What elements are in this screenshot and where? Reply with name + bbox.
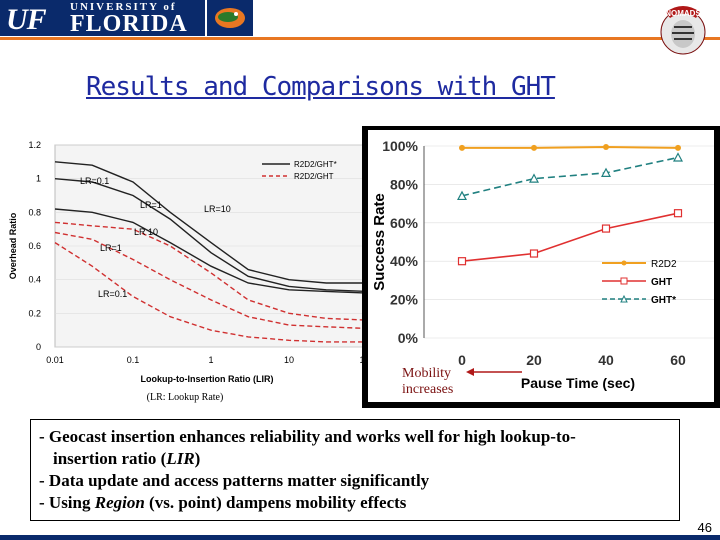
right-x-tick: 60 [670,352,686,368]
legend-r2d2-ght-star: R2D2/GHT* [294,160,337,169]
slide-title: Results and Comparisons with GHT [86,72,556,102]
right-y-tick: 0% [398,330,419,346]
right-series-line [461,212,679,262]
left-x-tick: 0.1 [127,355,140,365]
left-y-tick: 0.2 [28,308,41,318]
mobility-line1: Mobility [402,366,452,381]
bullet-3-em: Region [94,493,145,512]
mobility-line2: increases [402,382,454,397]
bullet-2: - Data update and access patterns matter… [39,471,430,490]
left-x-tick: 10 [284,355,294,365]
right-x-tick: 40 [598,352,614,368]
university-label: UNIVERSITY of [70,1,177,13]
right-y-axis-label: Success Rate [371,193,388,291]
right-point [457,257,467,266]
nomads-logo-icon: NOMADS [660,6,706,55]
left-series-line [54,178,368,293]
page-number: 46 [697,520,712,535]
right-point [529,173,539,183]
left-y-tick: 0.8 [28,207,41,217]
right-point [457,190,467,201]
gator-logo-icon [207,0,253,36]
header-rule [0,37,720,40]
left-series-line [54,208,368,294]
right-point [459,144,465,151]
right-series-line [461,156,679,197]
annotation-lr-10-mid: LR 10 [134,227,158,237]
left-series-line [54,242,367,343]
annotation-lr-1-mid: LR=1 [100,243,122,253]
right-point [601,167,611,177]
left-y-tick: 1 [36,174,41,184]
annotation-lr-1-top: LR=1 [140,200,162,210]
right-series-line [462,145,679,149]
overhead-ratio-chart: 00.20.40.60.811.20.010.1110100 R2D2/GHT*… [0,140,380,412]
left-y-tick: 0.6 [28,241,41,251]
legend-ght-star: GHT* [651,295,676,306]
nomads-label: NOMADS [665,9,701,18]
right-point [675,144,681,151]
right-x-tick: 20 [526,352,542,368]
mobility-annotation: Mobility increases [402,366,453,398]
florida-label: FLORIDA [70,11,188,37]
bullet-3: - Using Region (vs. point) dampens mobil… [39,492,671,514]
left-series-line [54,221,368,321]
right-x-axis-label: Pause Time (sec) [521,375,635,391]
right-point [531,144,537,151]
bullet-1-em: LIR [166,449,195,468]
right-point [603,143,609,150]
annotation-lr-0-1-top: LR=0.1 [80,176,109,186]
success-rate-chart: 0%20%40%60%80%100%0 20 40 60 R2D2 GHT GHT* … [362,126,720,408]
bullet-3-end: (vs. point) dampens mobility effects [144,493,407,512]
legend-r2d2-ght: R2D2/GHT [294,172,334,181]
uf-logo: UF UNIVERSITY of FLORIDA [0,0,205,37]
annotation-lr-10-top: LR=10 [204,204,231,214]
left-y-axis-label: Overhead Ratio [8,212,18,279]
left-y-tick: 1.2 [28,140,41,150]
left-series-line [54,231,368,330]
header-bar: UF UNIVERSITY of FLORIDA [0,0,720,40]
right-y-tick: 40% [390,253,419,269]
bullet-1-end: ) [194,449,201,468]
bullet-1-cont-text: insertion ratio ( [53,449,167,468]
legend-r2d2: R2D2 [651,259,677,270]
annotation-lr-0-1-bottom: LR=0.1 [98,289,127,299]
left-x-tick: 1 [208,355,213,365]
lr-note: (LR: Lookup Rate) [147,392,224,403]
right-y-tick: 100% [382,138,418,154]
right-point [673,152,683,162]
footer-rule [0,535,720,540]
uf-mark: UF [6,3,47,36]
bullet-3-prefix: - Using [39,493,95,512]
right-y-tick: 60% [390,215,419,231]
bullet-1-text: - Geocast insertion enhances reliability… [39,427,576,446]
bullet-1: - Geocast insertion enhances reliability… [39,426,671,448]
left-x-tick: 0.01 [46,355,64,365]
right-point [673,209,683,218]
right-x-tick: 0 [458,352,466,368]
summary-box: - Geocast insertion enhances reliability… [30,419,680,521]
left-series-line [54,161,367,284]
right-y-tick: 80% [390,176,419,192]
legend-ght: GHT [651,277,672,288]
right-point [601,224,611,233]
right-y-tick: 20% [390,292,419,308]
left-y-tick: 0.4 [28,275,41,285]
left-x-axis-label: Lookup-to-Insertion Ratio (LIR) [141,374,274,384]
bullet-1-cont: insertion ratio (LIR) [39,448,671,470]
right-point [529,249,539,258]
left-y-tick: 0 [36,342,41,352]
